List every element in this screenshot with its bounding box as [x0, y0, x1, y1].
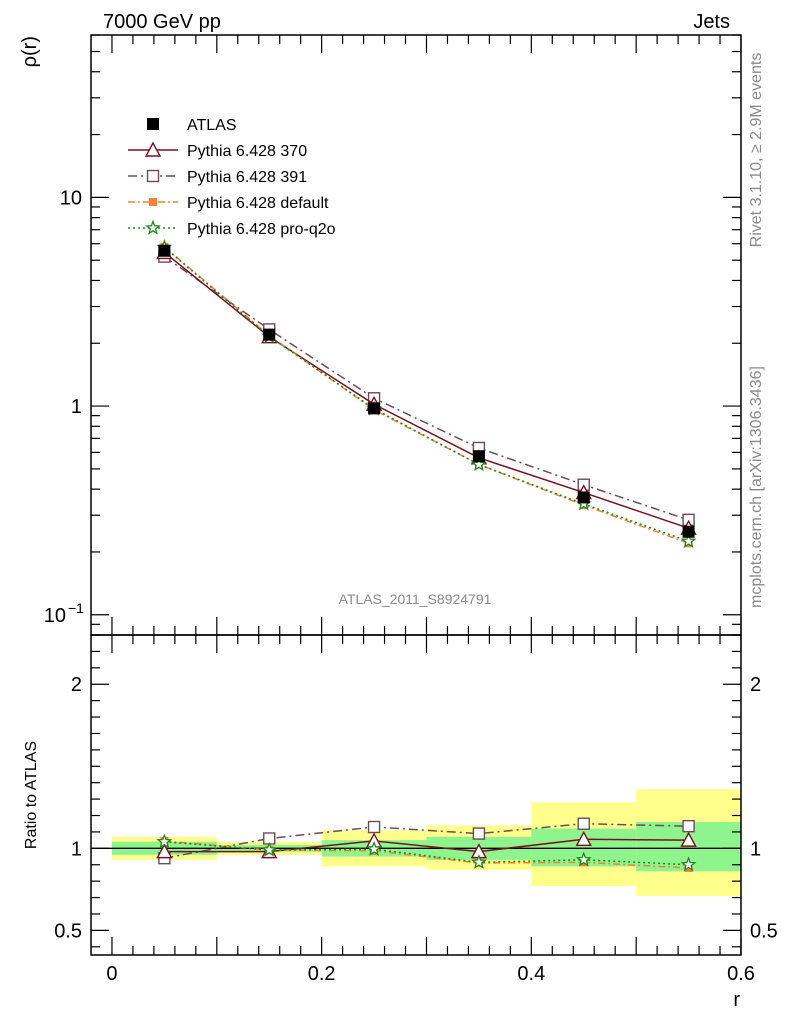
legend-marker — [149, 198, 157, 206]
series-line — [163, 256, 689, 521]
x-axis-label: r — [733, 989, 740, 1011]
data-point — [577, 491, 590, 504]
ratio-panel: 0.5 0.5 1 1 2 2 0 0.2 0.4 0.6 Ratio to ATLAS r — [23, 634, 778, 1011]
header-right-label: Jets — [693, 11, 730, 33]
data-point — [471, 456, 487, 472]
data-point — [263, 328, 276, 341]
ratio-point — [577, 817, 590, 830]
main-series-pythia-3 — [160, 242, 693, 548]
ratio-point — [366, 840, 382, 856]
ratio-point — [575, 830, 592, 847]
x-tick-label: 0.2 — [308, 963, 336, 985]
ratio-point — [470, 853, 487, 869]
ratio-y-tick-label-right: 0.5 — [750, 920, 778, 942]
series-line — [163, 246, 689, 543]
ratio-y-tick-label: 0.5 — [54, 920, 82, 942]
series-line — [163, 251, 689, 529]
main-series-pythia-1 — [156, 243, 697, 535]
x-tick-label: 0 — [106, 963, 117, 985]
legend-label: Pythia 6.428 default — [187, 195, 329, 212]
ratio-panel-frame — [90, 634, 742, 956]
series-line — [163, 246, 689, 545]
data-point — [158, 244, 171, 257]
legend-item: ATLAS — [147, 117, 237, 134]
main-y-tick-label: 1 — [71, 396, 82, 418]
data-point — [682, 525, 695, 538]
main-y-axis-label: ρ(r) — [19, 36, 41, 67]
x-tick-label: 0.6 — [727, 963, 755, 985]
ratio-series-4 — [156, 833, 697, 872]
ratio-y-axis-label: Ratio to ATLAS — [23, 741, 40, 849]
ratio-point — [682, 819, 695, 833]
ratio-y-tick-label-right: 2 — [750, 674, 761, 696]
side-text-bottom: mcplots.cern.ch [arXiv:1306.3436] — [748, 366, 765, 608]
data-point — [472, 450, 485, 463]
x-tick-label: 0.4 — [517, 963, 545, 985]
legend-label: Pythia 6.428 370 — [187, 143, 307, 160]
ratio-point — [156, 833, 173, 849]
ratio-y-tick-label: 2 — [71, 674, 82, 696]
ratio-point — [575, 851, 592, 867]
series-line — [164, 838, 689, 853]
ratio-y-tick-label: 1 — [71, 838, 82, 860]
main-y-tick-label: 10 — [60, 187, 82, 209]
analysis-label: ATLAS_2011_S8924791 — [339, 591, 492, 607]
legend-marker — [145, 219, 161, 235]
legend-item: Pythia 6.428 370 — [128, 141, 307, 160]
series-line — [164, 822, 689, 859]
main-series-pythia-4 — [156, 239, 697, 548]
main-y-tick-label: 10 — [44, 605, 66, 627]
legend-item: Pythia 6.428 pro-q2o — [128, 219, 336, 238]
ratio-point — [472, 827, 486, 840]
ratio-point — [367, 820, 381, 834]
legend-label: Pythia 6.428 391 — [187, 169, 307, 186]
legend-marker — [147, 118, 159, 130]
ratio-point — [680, 831, 697, 847]
ratio-series-1 — [156, 830, 697, 859]
main-series-pythia-2 — [158, 250, 695, 527]
legend-label: ATLAS — [187, 117, 237, 134]
ratio-point — [156, 843, 173, 859]
side-text-top: Rivet 3.1.10, ≥ 2.9M events — [748, 53, 765, 248]
data-point — [368, 402, 381, 415]
main-series-atlas — [158, 244, 695, 538]
legend-item: Pythia 6.428 default — [128, 195, 329, 212]
data-point — [680, 533, 697, 548]
legend-item: Pythia 6.428 391 — [128, 169, 307, 186]
legend-marker — [146, 169, 160, 183]
ratio-point — [680, 856, 697, 872]
main-y-tick-exponent: −1 — [68, 600, 84, 616]
series-line — [164, 840, 689, 869]
ratio-y-tick-label-right: 1 — [750, 838, 761, 860]
legend: ATLAS Pythia 6.428 370 Pythia 6.428 391 Pyt… — [128, 117, 336, 238]
legend-marker — [144, 141, 162, 157]
header-left-label: 7000 GeV pp — [103, 11, 221, 33]
ratio-point — [261, 841, 278, 857]
legend-label: Pythia 6.428 pro-q2o — [187, 221, 336, 238]
